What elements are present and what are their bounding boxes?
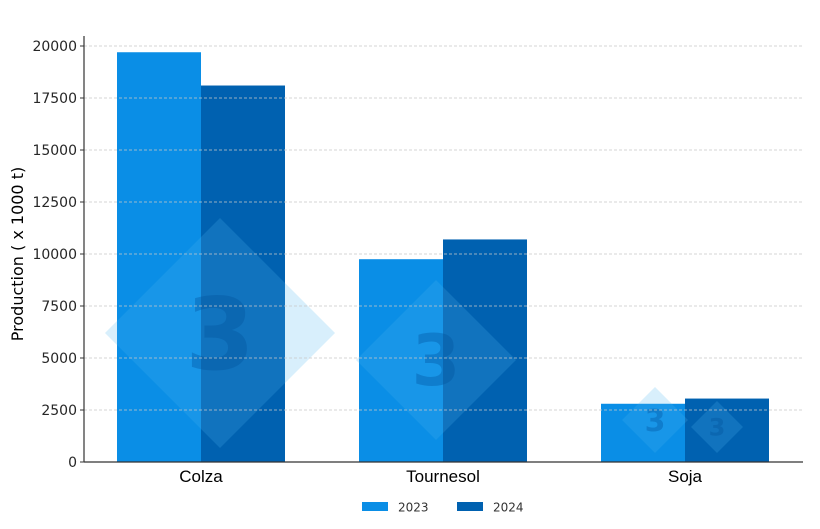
- legend-label: 2023: [398, 501, 429, 515]
- legend: 2023 2024: [362, 501, 524, 515]
- legend-item-2024: 2024: [457, 501, 524, 515]
- bar-colza-2024: [201, 85, 285, 463]
- y-tick-label: 0: [68, 455, 77, 471]
- bar-colza-2023: [117, 52, 201, 463]
- y-axis-label: Production ( x 1000 t): [8, 167, 27, 341]
- y-tick-labels: 0 2500 5000 7500 10000 12500 15000 17500 20000: [32, 39, 84, 471]
- y-tick-label: 7500: [41, 299, 77, 315]
- watermark-logo-icon: 3: [356, 280, 516, 440]
- legend-item-2023: 2023: [362, 501, 429, 515]
- y-tick-label: 15000: [32, 143, 77, 159]
- x-category-labels: Colza Tournesol Soja: [179, 467, 702, 486]
- legend-swatch: [362, 502, 388, 511]
- y-tick-label: 2500: [41, 403, 77, 419]
- y-tick-label: 12500: [32, 195, 77, 211]
- bar-tournesol-2024: [443, 239, 527, 462]
- bar-tournesol-2023: [359, 259, 443, 462]
- y-tick-label: 17500: [32, 91, 77, 107]
- svg-text:3: 3: [645, 404, 666, 439]
- y-tick-label: 5000: [41, 351, 77, 367]
- svg-text:3: 3: [709, 414, 726, 442]
- svg-text:3: 3: [185, 276, 255, 393]
- watermark-logo-icon: 3: [691, 401, 743, 453]
- y-tick-label: 10000: [32, 247, 77, 263]
- svg-text:3: 3: [412, 320, 461, 402]
- bars-group: [117, 52, 769, 463]
- watermark-logo-icon: 3: [105, 218, 335, 448]
- x-category-label: Colza: [179, 467, 223, 486]
- watermark-group: 3 3 3 3: [105, 218, 743, 453]
- watermark-logo-icon: 3: [622, 387, 688, 453]
- bar-soja-2024: [685, 398, 769, 462]
- x-category-label: Soja: [668, 467, 703, 486]
- y-tick-label: 20000: [32, 39, 77, 55]
- bar-soja-2023: [601, 403, 685, 462]
- axes: [83, 36, 803, 463]
- legend-label: 2024: [493, 501, 524, 515]
- legend-swatch: [457, 502, 483, 511]
- x-category-label: Tournesol: [406, 467, 480, 486]
